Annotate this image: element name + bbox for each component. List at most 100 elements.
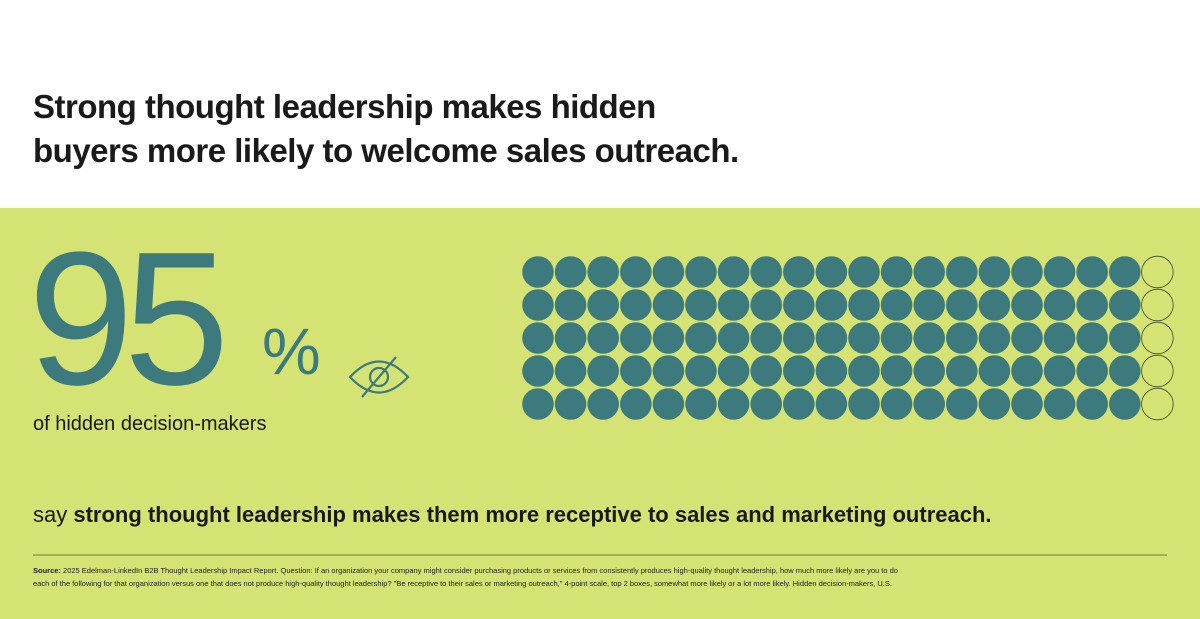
waffle-dot-filled [750, 388, 782, 420]
waffle-dot-filled [1011, 388, 1043, 420]
waffle-dot-filled [554, 289, 587, 321]
waffle-dot-filled [848, 355, 880, 387]
waffle-dot-filled [1109, 256, 1141, 288]
waffle-dot-filled [880, 256, 913, 288]
waffle-dot-filled [554, 355, 587, 387]
waffle-dot-filled [880, 289, 913, 321]
waffle-dot-filled [848, 388, 880, 420]
waffle-dot-filled [1109, 289, 1141, 321]
title-line: buyers more likely to welcome sales outr… [33, 132, 739, 169]
waffle-dot-filled [652, 355, 685, 387]
waffle-dot-filled [587, 355, 619, 387]
waffle-dot-filled [848, 322, 880, 354]
waffle-dot-filled [946, 355, 978, 387]
waffle-dot-filled [522, 322, 554, 354]
waffle-dot-filled [815, 355, 848, 387]
waffle-dot-filled [913, 355, 945, 387]
waffle-dot-filled [913, 388, 945, 420]
waffle-dot-filled [1076, 289, 1108, 321]
waffle-dot-filled [946, 322, 978, 354]
title-line: Strong thought leadership makes hidden [33, 88, 656, 125]
source-text: 2025 Edelman-LinkedIn B2B Thought Leader… [63, 566, 898, 575]
waffle-dot-empty [1141, 288, 1174, 322]
waffle-dot-filled [783, 289, 815, 321]
waffle-dot-filled [717, 256, 750, 288]
waffle-dot-filled [783, 355, 815, 387]
waffle-dot-filled [652, 322, 685, 354]
waffle-dot-filled [1043, 289, 1076, 321]
waffle-dot-filled [978, 388, 1011, 420]
stat-label: of hidden decision-makers [33, 413, 267, 435]
waffle-dot-filled [1109, 355, 1141, 387]
waffle-dot-filled [652, 256, 685, 288]
waffle-dot-filled [978, 322, 1011, 354]
waffle-dot-filled [946, 289, 978, 321]
waffle-dot-filled [685, 322, 717, 354]
waffle-dot-filled [880, 355, 913, 387]
waffle-dot-filled [522, 388, 554, 420]
waffle-dot-filled [750, 322, 782, 354]
waffle-dot-filled [978, 289, 1011, 321]
waffle-dot-filled [1011, 322, 1043, 354]
waffle-dot-filled [1043, 256, 1076, 288]
waffle-dot-filled [1043, 388, 1076, 420]
waffle-dot-filled [815, 322, 848, 354]
waffle-dot-filled [815, 256, 848, 288]
waffle-dot-filled [587, 289, 619, 321]
waffle-dot-filled [652, 289, 685, 321]
waffle-dot-filled [685, 256, 717, 288]
waffle-dot-filled [587, 256, 619, 288]
waffle-dot-filled [750, 256, 782, 288]
waffle-dot-filled [717, 388, 750, 420]
waffle-dot-filled [1011, 256, 1043, 288]
waffle-dot-filled [815, 289, 848, 321]
waffle-dot-filled [783, 322, 815, 354]
waffle-dot-filled [717, 322, 750, 354]
waffle-dot-empty [1141, 354, 1174, 388]
waffle-dot-filled [717, 289, 750, 321]
waffle-dot-filled [978, 256, 1011, 288]
waffle-dot-filled [783, 388, 815, 420]
statement-emphasis: strong thought leadership makes them mor… [73, 502, 992, 527]
waffle-dot-filled [554, 322, 587, 354]
waffle-dot-filled [620, 322, 652, 354]
waffle-dot-filled [620, 355, 652, 387]
waffle-dot-filled [913, 322, 945, 354]
source-line: each of the following for that organizat… [33, 579, 892, 588]
waffle-dot-filled [880, 388, 913, 420]
waffle-dot-filled [946, 388, 978, 420]
waffle-dot-filled [1076, 322, 1108, 354]
waffle-dot-filled [750, 289, 782, 321]
stat-unit: % [262, 314, 321, 388]
waffle-dot-filled [880, 322, 913, 354]
waffle-dot-filled [1043, 322, 1076, 354]
waffle-dot-empty [1141, 387, 1174, 421]
hidden-eye-icon [348, 356, 410, 398]
waffle-dot-filled [783, 256, 815, 288]
waffle-dot-filled [1076, 355, 1108, 387]
waffle-dot-empty [1141, 255, 1174, 289]
waffle-dot-filled [522, 355, 554, 387]
waffle-dot-filled [620, 256, 652, 288]
statement: say strong thought leadership makes them… [33, 502, 992, 528]
big-stat: 95 [28, 213, 229, 425]
waffle-dot-filled [946, 256, 978, 288]
waffle-dot-filled [913, 256, 945, 288]
waffle-dot-filled [1076, 256, 1108, 288]
waffle-dot-filled [1043, 355, 1076, 387]
waffle-dot-filled [522, 289, 554, 321]
waffle-dot-filled [848, 289, 880, 321]
waffle-dot-empty [1141, 321, 1174, 355]
waffle-dot-filled [717, 355, 750, 387]
waffle-dot-filled [620, 289, 652, 321]
waffle-dot-filled [554, 256, 587, 288]
waffle-dot-filled [685, 289, 717, 321]
waffle-dot-filled [1109, 322, 1141, 354]
waffle-dot-filled [554, 388, 587, 420]
waffle-dot-filled [978, 355, 1011, 387]
waffle-dot-filled [1109, 388, 1141, 420]
waffle-dot-filled [1076, 388, 1108, 420]
source-line: Source: 2025 Edelman-LinkedIn B2B Though… [33, 566, 898, 575]
